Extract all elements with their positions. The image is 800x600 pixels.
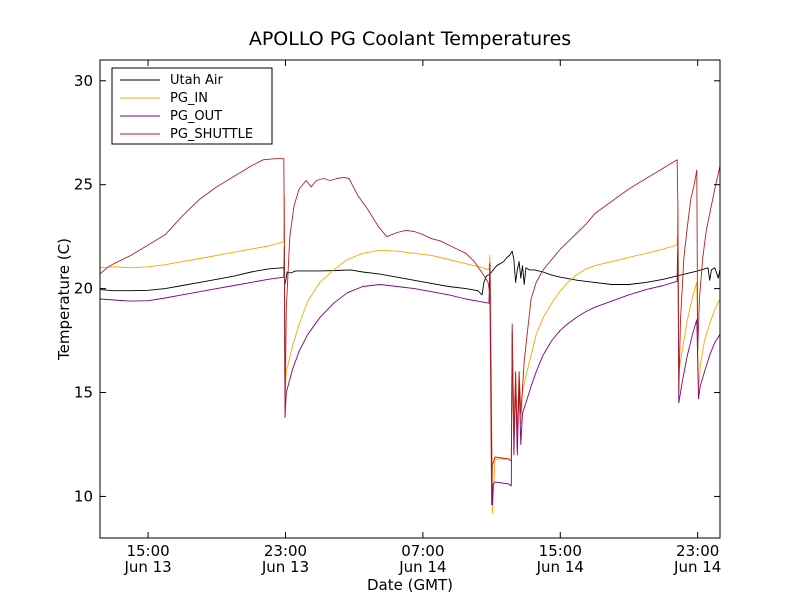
x-tick-label-date: Jun 13 bbox=[123, 558, 171, 576]
legend-label: PG_OUT bbox=[170, 109, 222, 124]
plot-frame bbox=[99, 59, 721, 539]
legend-box bbox=[111, 67, 273, 145]
x-tick-label-time: 07:00 bbox=[401, 542, 444, 560]
y-axis-label: Temperature (C) bbox=[55, 238, 73, 361]
x-axis-label: Date (GMT) bbox=[367, 576, 453, 594]
y-tick-label: 25 bbox=[74, 176, 93, 194]
x-tick-label-time: 15:00 bbox=[539, 542, 582, 560]
x-tick-label-date: Jun 14 bbox=[536, 558, 584, 576]
chart-title: APOLLO PG Coolant Temperatures bbox=[249, 28, 571, 50]
series-line-pg-in bbox=[99, 194, 721, 514]
x-tick-label-date: Jun 14 bbox=[673, 558, 721, 576]
series-line-pg-out bbox=[99, 236, 721, 506]
y-tick-label: 10 bbox=[74, 487, 93, 505]
y-tick-label: 30 bbox=[74, 72, 93, 90]
x-tick-label-time: 23:00 bbox=[676, 542, 719, 560]
y-tick-label: 15 bbox=[74, 384, 93, 402]
x-tick-label-date: Jun 14 bbox=[398, 558, 446, 576]
series-line-pg-shuttle bbox=[99, 158, 721, 506]
legend: Utah Air PG_IN PG_OUT PG_SHUTTLE bbox=[111, 67, 273, 145]
series-line-utah-air bbox=[99, 250, 721, 296]
legend-label: PG_SHUTTLE bbox=[170, 127, 253, 142]
x-tick-label-time: 15:00 bbox=[126, 542, 169, 560]
x-tick-label-date: Jun 13 bbox=[261, 558, 309, 576]
x-tick-label-time: 23:00 bbox=[264, 542, 307, 560]
legend-label: Utah Air bbox=[170, 73, 223, 88]
y-tick-label: 20 bbox=[74, 280, 93, 298]
legend-label: PG_IN bbox=[170, 91, 208, 106]
